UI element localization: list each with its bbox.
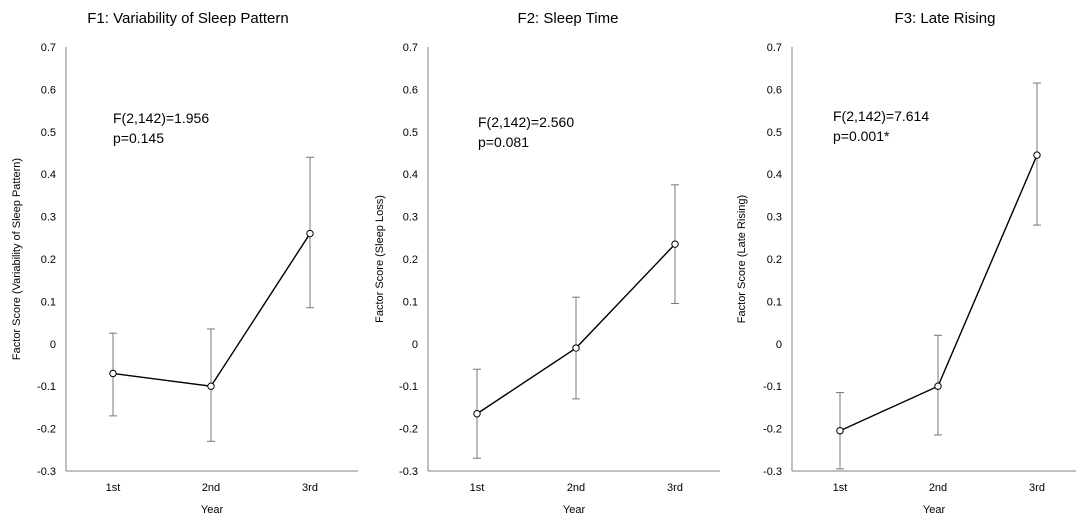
x-tick-label: 2nd — [202, 482, 220, 494]
y-tick-label: 0.3 — [403, 212, 418, 224]
y-tick-label: -0.2 — [399, 424, 418, 436]
y-tick-label: 0.5 — [41, 127, 56, 139]
data-point — [572, 344, 580, 352]
chart-title: F3: Late Rising — [895, 10, 996, 27]
y-axis-label: Factor Score (Late Rising) — [736, 195, 748, 323]
y-tick-label: 0.7 — [41, 42, 56, 54]
y-tick-label: -0.3 — [399, 466, 418, 478]
statistic-annotation: F(2,142)=2.560 — [478, 114, 574, 130]
y-tick-label: 0 — [50, 339, 56, 351]
y-tick-label: 0.1 — [41, 296, 56, 308]
y-tick-label: -0.3 — [37, 466, 56, 478]
y-tick-label: 0.2 — [767, 254, 782, 266]
y-tick-label: 0.2 — [41, 254, 56, 266]
data-point — [1033, 151, 1041, 159]
x-axis-label: Year — [563, 504, 586, 516]
y-tick-label: 0.4 — [41, 169, 56, 181]
y-tick-label: -0.1 — [399, 381, 418, 393]
y-tick-label: 0.3 — [767, 212, 782, 224]
data-point — [306, 229, 314, 238]
y-tick-label: 0.6 — [41, 84, 56, 96]
x-tick-label: 1st — [833, 482, 848, 494]
y-tick-label: 0 — [776, 339, 782, 351]
statistic-annotation: F(2,142)=1.956 — [113, 110, 209, 126]
y-tick-label: -0.3 — [763, 466, 782, 478]
data-point — [109, 369, 117, 378]
chart-panel-2: F2: Sleep Time 0.7 0.6 0.5 0.4 0.3 0.2 0.1 0 -0.1… — [374, 10, 720, 516]
statistic-annotation: p=0.145 — [113, 130, 164, 146]
y-tick-label: 0.4 — [767, 169, 782, 181]
data-point — [934, 382, 942, 390]
chart-title: F1: Variability of Sleep Pattern — [87, 10, 289, 27]
x-tick-label: 3rd — [667, 482, 683, 494]
y-tick-label: 0.6 — [767, 84, 782, 96]
chart-panel-3: F3: Late Rising 0.7 0.6 0.5 0.4 0.3 0.2 0.1 0 -0.… — [736, 10, 1076, 516]
statistic-annotation: p=0.001* — [833, 128, 890, 144]
y-tick-label: 0.1 — [403, 296, 418, 308]
x-tick-label: 1st — [470, 482, 485, 494]
y-tick-label: 0.5 — [403, 127, 418, 139]
y-axis-label: Factor Score (Sleep Loss) — [374, 195, 386, 323]
x-axis-label: Year — [201, 504, 224, 516]
y-tick-label: 0.4 — [403, 169, 418, 181]
y-tick-label: 0.3 — [41, 212, 56, 224]
x-tick-label: 3rd — [1029, 482, 1045, 494]
y-axis-label: Factor Score (Variability of Sleep Patte… — [11, 158, 23, 360]
y-tick-label: -0.2 — [37, 424, 56, 436]
y-tick-label: 0.7 — [403, 42, 418, 54]
data-point — [473, 410, 481, 418]
chart-panel-1: F1: Variability of Sleep Pattern 0.7 0.6 0.… — [11, 10, 358, 516]
data-point — [207, 382, 215, 390]
x-axis-label: Year — [923, 504, 946, 516]
data-point — [836, 427, 844, 435]
x-tick-label: 1st — [106, 482, 121, 494]
y-tick-label: 0 — [412, 339, 418, 351]
statistic-annotation: F(2,142)=7.614 — [833, 108, 929, 124]
x-tick-label: 2nd — [929, 482, 947, 494]
y-tick-label: -0.1 — [37, 381, 56, 393]
y-tick-label: 0.6 — [403, 84, 418, 96]
y-tick-label: 0.5 — [767, 127, 782, 139]
data-point — [671, 240, 679, 248]
y-tick-label: 0.7 — [767, 42, 782, 54]
y-tick-label: 0.1 — [767, 296, 782, 308]
y-tick-label: -0.2 — [763, 424, 782, 436]
statistic-annotation: p=0.081 — [478, 134, 529, 150]
y-tick-label: -0.1 — [763, 381, 782, 393]
chart-title: F2: Sleep Time — [518, 10, 619, 27]
x-tick-label: 3rd — [302, 482, 318, 494]
y-tick-label: 0.2 — [403, 254, 418, 266]
x-tick-label: 2nd — [567, 482, 585, 494]
